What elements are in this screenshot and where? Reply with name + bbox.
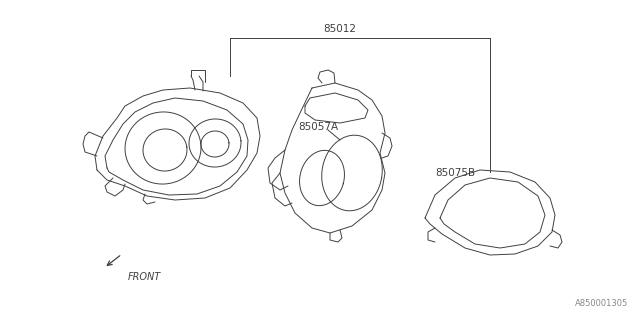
Text: 85057A: 85057A (298, 122, 338, 132)
Text: 85012: 85012 (323, 24, 356, 34)
Text: 85075B: 85075B (435, 168, 475, 178)
Text: A850001305: A850001305 (575, 299, 628, 308)
Text: FRONT: FRONT (128, 272, 161, 282)
